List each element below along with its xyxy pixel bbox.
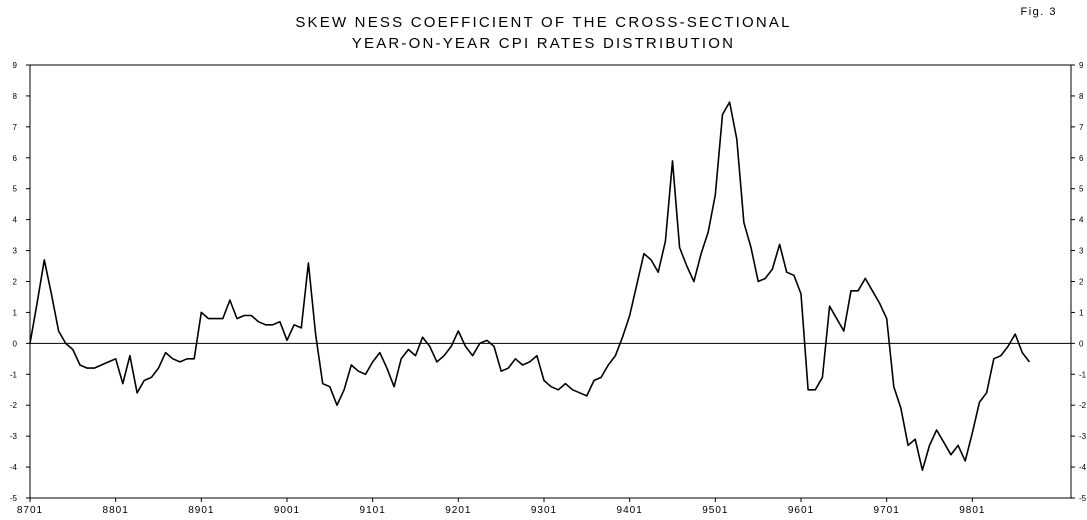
chart-title-line2: YEAR-ON-YEAR CPI RATES DISTRIBUTION	[351, 35, 736, 52]
chart-title: SKEW NESS COEFFICIENT OF THE CROSS-SECTI…	[0, 12, 1087, 54]
y-tick-label-left: -1	[10, 370, 18, 379]
y-tick-label-right: 2	[1079, 278, 1084, 287]
y-tick-label-right: 6	[1079, 154, 1084, 163]
y-tick-label-left: 5	[13, 185, 18, 194]
y-tick-label-left: -2	[10, 401, 18, 410]
y-tick-label-left: 6	[13, 154, 18, 163]
y-tick-label-right: -1	[1079, 370, 1087, 379]
y-tick-label-right: -2	[1079, 401, 1087, 410]
y-tick-label-left: 1	[13, 308, 18, 317]
y-tick-label-left: 8	[13, 92, 18, 101]
x-tick-label: 8801	[103, 505, 129, 516]
y-tick-label-right: -5	[1079, 494, 1087, 503]
x-tick-label: 9201	[445, 505, 471, 516]
x-tick-label: 8901	[188, 505, 214, 516]
figure-label: Fig. 3	[1020, 6, 1057, 18]
y-tick-label-left: 9	[13, 61, 18, 70]
y-tick-label-right: -4	[1079, 463, 1087, 472]
y-tick-label-right: 0	[1079, 339, 1084, 348]
y-tick-label-right: 8	[1079, 92, 1084, 101]
x-tick-label: 8701	[17, 505, 43, 516]
y-tick-label-right: 7	[1079, 123, 1084, 132]
y-tick-label-left: 2	[13, 278, 18, 287]
y-tick-label-right: 5	[1079, 185, 1084, 194]
chart-title-line1: SKEW NESS COEFFICIENT OF THE CROSS-SECTI…	[295, 14, 792, 31]
x-tick-label: 9801	[959, 505, 985, 516]
y-tick-label-left: 7	[13, 123, 18, 132]
y-tick-label-right: -3	[1079, 432, 1087, 441]
y-tick-label-right: 1	[1079, 308, 1084, 317]
x-tick-label: 9701	[874, 505, 900, 516]
y-tick-label-left: -3	[10, 432, 18, 441]
y-tick-label-right: 3	[1079, 247, 1084, 256]
x-tick-label: 9601	[788, 505, 814, 516]
x-tick-label: 9001	[274, 505, 300, 516]
plot-frame	[29, 64, 1072, 499]
y-tick-label-right: 4	[1079, 216, 1084, 225]
y-tick-label-left: -4	[10, 463, 18, 472]
x-tick-label: 9501	[702, 505, 728, 516]
y-tick-label-left: 0	[13, 339, 18, 348]
x-tick-label: 9401	[617, 505, 643, 516]
skewness-series-line	[29, 101, 1031, 472]
x-tick-label: 9101	[360, 505, 386, 516]
y-tick-label-left: 3	[13, 247, 18, 256]
y-tick-label-right: 9	[1079, 61, 1084, 70]
y-tick-label-left: -5	[10, 494, 18, 503]
x-tick-label: 9301	[531, 505, 557, 516]
y-tick-label-left: 4	[13, 216, 18, 225]
